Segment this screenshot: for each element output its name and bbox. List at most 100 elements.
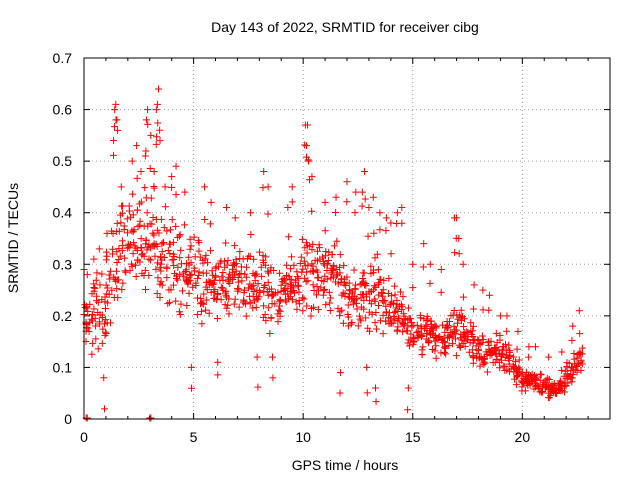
data-point (319, 291, 327, 299)
data-point (407, 330, 415, 338)
data-point (137, 198, 145, 206)
data-point (432, 334, 440, 342)
data-point (136, 200, 144, 208)
data-point (470, 281, 478, 289)
data-point (277, 281, 285, 289)
y-axis-label: SRMTID / TECUs (5, 183, 21, 293)
data-point (369, 269, 377, 277)
data-point (101, 305, 109, 313)
data-point (321, 227, 329, 235)
data-point (391, 282, 399, 290)
data-point (538, 387, 546, 395)
data-point (303, 249, 311, 257)
data-point (147, 131, 155, 139)
data-point (568, 336, 576, 344)
data-point (181, 188, 189, 196)
data-point (195, 271, 203, 279)
data-point (231, 242, 239, 250)
data-point (314, 268, 322, 276)
data-point (269, 374, 277, 382)
data-point (141, 266, 149, 274)
data-point (284, 204, 292, 212)
data-point (385, 274, 393, 282)
data-point (536, 376, 544, 384)
data-point (164, 247, 172, 255)
data-point (115, 227, 123, 235)
data-point (391, 316, 399, 324)
data-point (395, 314, 403, 322)
data-point (511, 375, 519, 383)
data-point (496, 312, 504, 320)
data-point (267, 314, 275, 322)
data-point (454, 315, 462, 323)
data-point (102, 256, 110, 264)
data-point (182, 266, 190, 274)
data-point (254, 383, 262, 391)
data-point (149, 229, 157, 237)
data-point (217, 283, 225, 291)
x-tick-label: 0 (80, 429, 88, 445)
data-point (304, 121, 312, 129)
data-point (194, 274, 202, 282)
data-point (364, 232, 372, 240)
data-point (390, 308, 398, 316)
data-point (172, 162, 180, 170)
data-point (360, 269, 368, 277)
data-point (521, 373, 529, 381)
data-point (426, 260, 434, 268)
data-point (531, 343, 539, 351)
data-point (481, 359, 489, 367)
data-point (288, 296, 296, 304)
data-point (131, 242, 139, 250)
data-point (224, 301, 232, 309)
data-point (169, 281, 177, 289)
data-point (342, 282, 350, 290)
data-point (382, 302, 390, 310)
data-point (274, 318, 282, 326)
data-point (183, 277, 191, 285)
data-point (360, 291, 368, 299)
data-point (371, 384, 379, 392)
data-point (136, 221, 144, 229)
data-point (268, 353, 276, 361)
data-point (126, 267, 134, 275)
data-point (309, 281, 317, 289)
data-point (219, 269, 227, 277)
data-point (417, 331, 425, 339)
data-point (467, 319, 475, 327)
data-point (138, 251, 146, 259)
data-point (133, 246, 141, 254)
data-point (88, 290, 96, 298)
data-point (360, 281, 368, 289)
data-point (202, 283, 210, 291)
y-tick-label: 0 (64, 411, 72, 427)
data-point (409, 340, 417, 348)
data-point (460, 323, 468, 331)
data-point (214, 358, 222, 366)
data-point (198, 320, 206, 328)
data-point (187, 271, 195, 279)
data-point (121, 254, 129, 262)
data-point (573, 354, 581, 362)
data-point (518, 369, 526, 377)
data-point (237, 269, 245, 277)
data-point (185, 271, 193, 279)
data-point (90, 255, 98, 263)
data-point (130, 239, 138, 247)
data-point (212, 264, 220, 272)
data-point (287, 265, 295, 273)
data-point (195, 268, 203, 276)
data-point (318, 276, 326, 284)
data-point (213, 315, 221, 323)
data-point (118, 209, 126, 217)
chart-title: Day 143 of 2022, SRMTID for receiver cib… (211, 19, 479, 35)
data-point (263, 287, 271, 295)
data-point (186, 235, 194, 243)
data-point (332, 193, 340, 201)
data-point (252, 303, 260, 311)
data-point (431, 337, 439, 345)
data-point (362, 279, 370, 287)
data-point (464, 329, 472, 337)
data-point (107, 319, 115, 327)
